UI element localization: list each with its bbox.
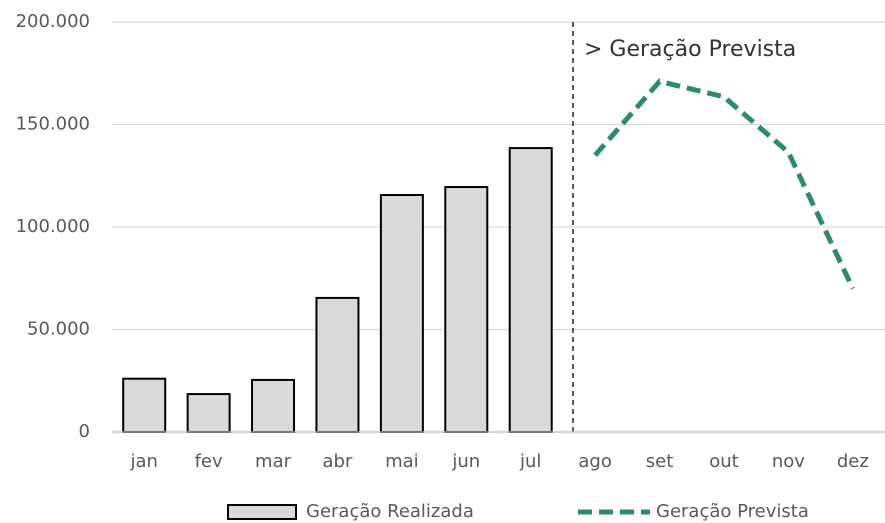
bar [508,147,553,433]
x-tick-label: dez [837,451,869,472]
x-tick-label: nov [772,451,805,472]
y-tick-label: 50.000 [27,319,90,340]
y-tick-label: 200.000 [16,11,90,32]
y-tick-label: 150.000 [16,114,90,135]
x-tick-label: jul [519,451,541,472]
legend-label: Geração Prevista [656,501,809,522]
bar [122,377,167,434]
x-tick-label: set [646,451,674,472]
bar [379,194,424,433]
x-tick-label: fev [195,451,223,472]
bar [186,393,231,434]
legend-swatch [227,504,297,520]
x-tick-label: mai [385,451,419,472]
bar [315,296,360,433]
line [593,78,856,290]
x-tick-label: jun [451,451,480,472]
annotation: > Geração Prevista [584,37,796,62]
x-tick-label: jan [129,451,157,472]
y-tick-label: 0 [79,421,90,442]
bar [251,378,296,433]
legend-label: Geração Realizada [306,501,474,522]
bar [444,186,489,433]
x-tick-label: mar [255,451,292,472]
y-tick-label: 100.000 [16,216,90,237]
x-tick-label: abr [323,451,353,472]
x-tick-label: ago [578,451,611,472]
x-tick-label: out [709,451,738,472]
